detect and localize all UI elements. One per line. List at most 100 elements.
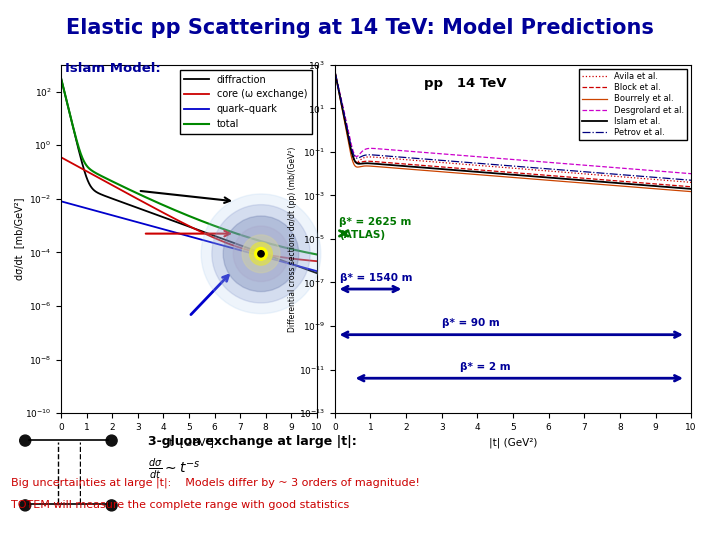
diffraction — [166, 217, 175, 223]
Desgrolard et al. — [687, 171, 696, 177]
diffraction — [155, 213, 163, 219]
Circle shape — [223, 216, 299, 292]
Block et al. — [624, 179, 632, 185]
diffraction — [280, 258, 289, 265]
Text: β* = 2625 m: β* = 2625 m — [339, 217, 411, 227]
core (ω exchange) — [155, 207, 163, 214]
Block et al. — [596, 177, 605, 183]
Text: $\frac{d\sigma}{dt} \sim t^{-s}$: $\frac{d\sigma}{dt} \sim t^{-s}$ — [148, 456, 200, 481]
Bourrely et al. — [596, 181, 605, 188]
Circle shape — [106, 500, 117, 511]
Petrov et al. — [624, 172, 632, 178]
Islam et al. — [395, 163, 404, 169]
Petrov et al. — [467, 159, 475, 166]
total — [155, 200, 163, 207]
Block et al. — [544, 172, 553, 179]
quark–quark — [312, 268, 321, 274]
Bourrely et al. — [330, 68, 339, 75]
Petrov et al. — [687, 177, 696, 184]
core (ω exchange) — [102, 178, 110, 185]
Text: β* = 1540 m: β* = 1540 m — [340, 273, 413, 283]
Petrov et al. — [562, 167, 571, 173]
Text: Mario Delle  –       10: Mario Delle – 10 — [570, 522, 676, 532]
quark–quark — [307, 267, 316, 273]
Desgrolard et al. — [596, 163, 605, 170]
core (ω exchange) — [86, 170, 95, 177]
Line: Bourrely et al.: Bourrely et al. — [335, 71, 691, 192]
Y-axis label: dσ/dt  [mb/GeV²]: dσ/dt [mb/GeV²] — [14, 198, 24, 280]
Islam et al. — [330, 68, 339, 75]
core (ω exchange) — [57, 154, 66, 160]
Circle shape — [233, 226, 289, 281]
Text: pp   14 TeV: pp 14 TeV — [424, 77, 506, 90]
Desgrolard et al. — [562, 160, 571, 167]
core (ω exchange) — [312, 258, 321, 265]
Line: Block et al.: Block et al. — [335, 71, 691, 187]
Text: Islam Model:: Islam Model: — [65, 62, 161, 75]
Avila et al. — [330, 68, 339, 75]
quark–quark — [280, 259, 289, 266]
quark–quark — [57, 198, 66, 205]
Desgrolard et al. — [395, 147, 404, 154]
total — [312, 251, 321, 258]
Line: Islam et al.: Islam et al. — [335, 71, 691, 189]
Avila et al. — [687, 179, 696, 186]
X-axis label: –t  [GeV²]: –t [GeV²] — [164, 437, 214, 447]
Petrov et al. — [395, 154, 404, 160]
total — [86, 166, 95, 173]
Legend: diffraction, core (ω exchange), quark–quark, total: diffraction, core (ω exchange), quark–qu… — [179, 70, 312, 134]
Circle shape — [19, 435, 31, 446]
core (ω exchange) — [307, 258, 316, 264]
Text: β* = 2 m: β* = 2 m — [459, 362, 510, 372]
Avila et al. — [544, 168, 553, 174]
Block et al. — [687, 184, 696, 190]
Text: β* = 90 m: β* = 90 m — [442, 318, 500, 328]
Bourrely et al. — [467, 171, 475, 177]
Bourrely et al. — [624, 184, 632, 190]
quark–quark — [155, 225, 163, 231]
Avila et al. — [395, 156, 404, 163]
quark–quark — [166, 228, 175, 234]
Desgrolard et al. — [467, 153, 475, 159]
Desgrolard et al. — [330, 68, 339, 75]
Bourrely et al. — [395, 165, 404, 172]
Avila et al. — [624, 174, 632, 180]
total — [166, 205, 175, 212]
Circle shape — [212, 205, 310, 303]
Text: 3-gluon exchange at large |t|:: 3-gluon exchange at large |t|: — [148, 435, 356, 448]
Line: Avila et al.: Avila et al. — [335, 71, 691, 183]
Bourrely et al. — [544, 177, 553, 184]
Line: diffraction: diffraction — [61, 79, 317, 273]
Islam et al. — [562, 176, 571, 182]
Avila et al. — [467, 161, 475, 168]
Petrov et al. — [544, 166, 553, 172]
Circle shape — [258, 251, 264, 257]
Y-axis label: Differential cross sections dσ/dt (pp) (mb/(GeV²): Differential cross sections dσ/dt (pp) (… — [289, 146, 297, 332]
Petrov et al. — [596, 170, 605, 176]
Islam et al. — [467, 168, 475, 174]
core (ω exchange) — [166, 213, 175, 220]
Line: quark–quark: quark–quark — [61, 201, 317, 271]
diffraction — [57, 76, 66, 82]
Line: core (ω exchange): core (ω exchange) — [61, 157, 317, 261]
X-axis label: |t| (GeV²): |t| (GeV²) — [489, 437, 537, 448]
Circle shape — [242, 235, 280, 273]
diffraction — [102, 193, 110, 199]
total — [280, 244, 289, 251]
Petrov et al. — [330, 68, 339, 75]
Block et al. — [467, 166, 475, 172]
Block et al. — [562, 174, 571, 180]
core (ω exchange) — [280, 254, 289, 261]
diffraction — [86, 183, 95, 189]
Text: TOTEM will measure the complete range with good statistics: TOTEM will measure the complete range wi… — [11, 500, 349, 510]
Legend: Avila et al., Block et al., Bourrely et al., Desgrolard et al., Islam et al., Pe: Avila et al., Block et al., Bourrely et … — [579, 69, 687, 140]
quark–quark — [86, 206, 95, 213]
total — [102, 175, 110, 181]
Line: Petrov et al.: Petrov et al. — [335, 71, 691, 180]
diffraction — [312, 270, 321, 276]
Bourrely et al. — [687, 188, 696, 195]
Block et al. — [330, 68, 339, 75]
Desgrolard et al. — [544, 159, 553, 166]
Desgrolard et al. — [624, 165, 632, 172]
Line: Desgrolard et al.: Desgrolard et al. — [335, 71, 691, 174]
